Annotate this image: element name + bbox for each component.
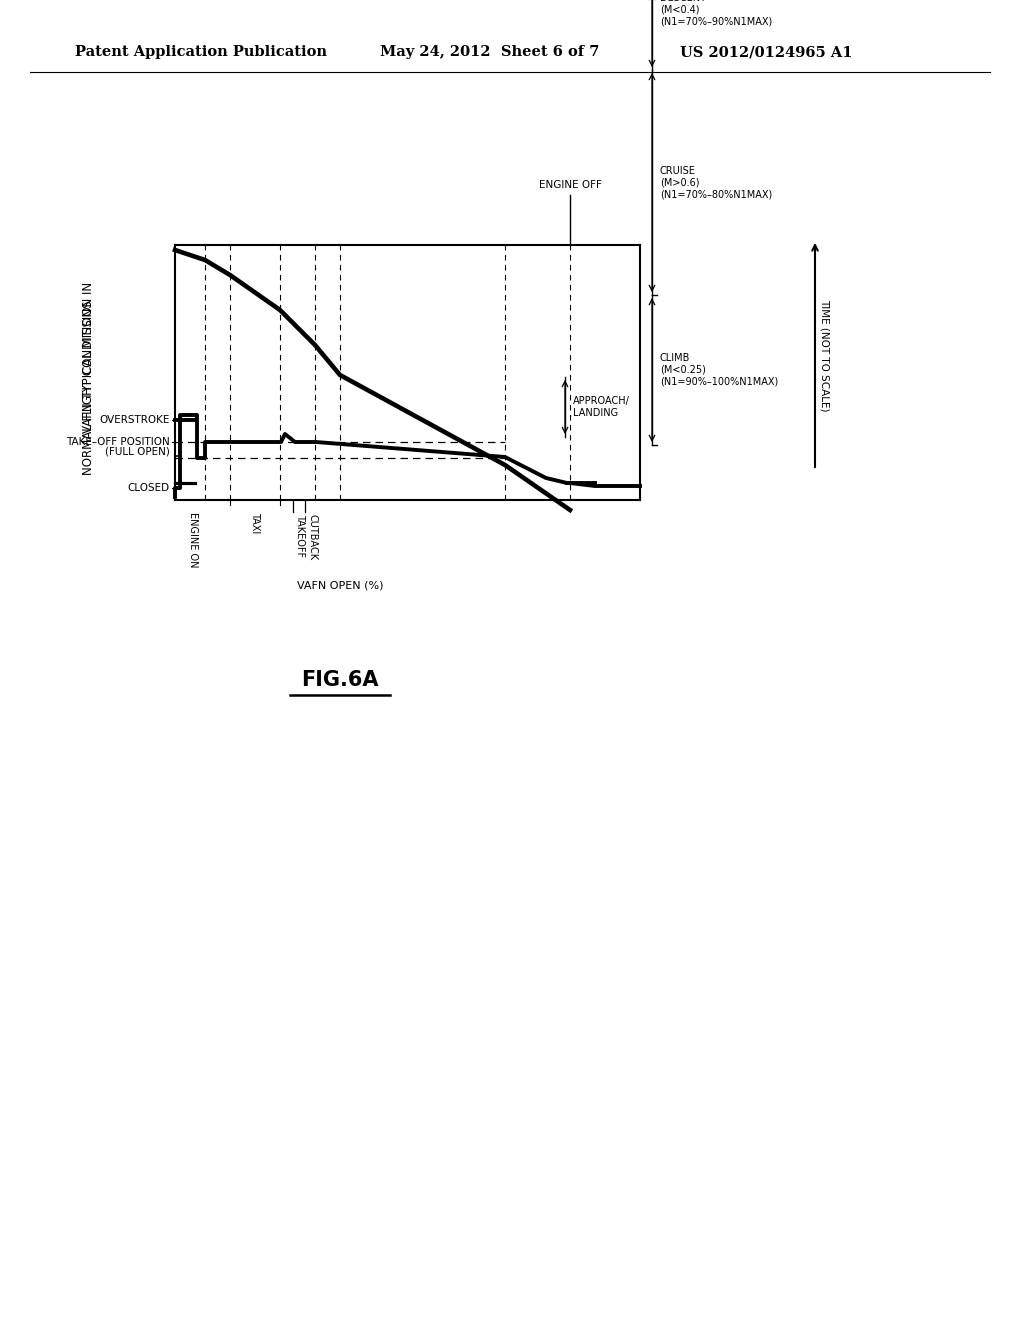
Text: DESCENT
(M<0.4)
(N1=70%–90%N1MAX): DESCENT (M<0.4) (N1=70%–90%N1MAX) (660, 0, 772, 26)
Text: TIME (NOT TO SCALE): TIME (NOT TO SCALE) (820, 298, 830, 412)
Text: OVERSTROKE: OVERSTROKE (99, 414, 170, 425)
Text: FIG.6A: FIG.6A (301, 671, 379, 690)
Text: CLOSED: CLOSED (128, 483, 170, 492)
Text: VAFN OPEN (%): VAFN OPEN (%) (297, 579, 383, 590)
Text: TAXI: TAXI (250, 512, 260, 533)
Text: (FULL OPEN): (FULL OPEN) (105, 447, 170, 457)
Text: US 2012/0124965 A1: US 2012/0124965 A1 (680, 45, 853, 59)
Text: NORMAL FLIGHT CONDITIONS: NORMAL FLIGHT CONDITIONS (82, 300, 94, 475)
Text: APPROACH/
LANDING: APPROACH/ LANDING (573, 396, 630, 418)
Text: CRUISE
(M>0.6)
(N1=70%–80%N1MAX): CRUISE (M>0.6) (N1=70%–80%N1MAX) (660, 166, 772, 199)
Text: TAKEOFF: TAKEOFF (295, 513, 305, 557)
Text: CUTBACK: CUTBACK (307, 513, 317, 560)
Text: ENGINE ON: ENGINE ON (187, 512, 198, 568)
Text: Patent Application Publication: Patent Application Publication (75, 45, 327, 59)
Text: TAKE–OFF POSITION: TAKE–OFF POSITION (67, 437, 170, 447)
Text: VAFN TYPICAL MISSION IN: VAFN TYPICAL MISSION IN (82, 282, 94, 433)
Text: May 24, 2012  Sheet 6 of 7: May 24, 2012 Sheet 6 of 7 (380, 45, 599, 59)
Text: CLIMB
(M<0.25)
(N1=90%–100%N1MAX): CLIMB (M<0.25) (N1=90%–100%N1MAX) (660, 354, 778, 387)
Text: ENGINE OFF: ENGINE OFF (539, 180, 601, 190)
